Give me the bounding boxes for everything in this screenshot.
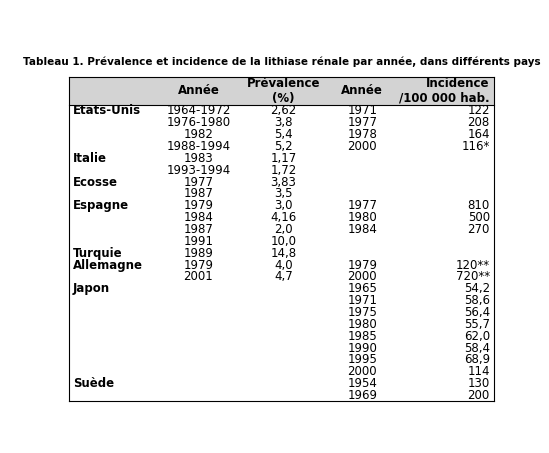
- Text: Année: Année: [341, 85, 383, 97]
- Text: Japon: Japon: [73, 282, 110, 295]
- Text: 1984: 1984: [183, 211, 214, 224]
- Text: 4,16: 4,16: [270, 211, 296, 224]
- Text: 1995: 1995: [348, 353, 377, 366]
- Text: 1987: 1987: [183, 223, 214, 236]
- Bar: [69, 77, 494, 105]
- Text: 1979: 1979: [183, 199, 214, 212]
- Text: 200: 200: [468, 389, 490, 402]
- Text: 1975: 1975: [348, 306, 377, 319]
- Text: 58,6: 58,6: [464, 294, 490, 307]
- Text: 1954: 1954: [348, 377, 377, 390]
- Text: 1993-1994: 1993-1994: [166, 164, 231, 177]
- Text: 1969: 1969: [347, 389, 377, 402]
- Text: 1965: 1965: [348, 282, 377, 295]
- Text: 1982: 1982: [183, 128, 214, 141]
- Text: 116*: 116*: [462, 140, 490, 153]
- Text: Tableau 1. Prévalence et incidence de la lithiase rénale par année, dans différe: Tableau 1. Prévalence et incidence de la…: [23, 56, 540, 67]
- Text: Incidence
/100 000 hab.: Incidence /100 000 hab.: [399, 77, 490, 105]
- Text: 720**: 720**: [456, 270, 490, 284]
- Text: 1971: 1971: [347, 294, 377, 307]
- Text: 62,0: 62,0: [464, 330, 490, 343]
- Text: 5,4: 5,4: [274, 128, 293, 141]
- Text: 56,4: 56,4: [464, 306, 490, 319]
- Text: 2000: 2000: [348, 270, 377, 284]
- Text: 3,0: 3,0: [274, 199, 293, 212]
- Text: 3,83: 3,83: [271, 175, 296, 188]
- Text: Suède: Suède: [73, 377, 114, 390]
- Text: 1978: 1978: [348, 128, 377, 141]
- Text: 14,8: 14,8: [271, 247, 296, 260]
- Text: 55,7: 55,7: [464, 318, 490, 331]
- Text: Année: Année: [177, 85, 220, 97]
- Text: 1980: 1980: [348, 211, 377, 224]
- Text: 208: 208: [468, 116, 490, 129]
- Text: 1977: 1977: [347, 116, 377, 129]
- Text: 3,5: 3,5: [274, 188, 293, 200]
- Text: 270: 270: [467, 223, 490, 236]
- Text: 4,0: 4,0: [274, 259, 293, 271]
- Text: 122: 122: [467, 104, 490, 117]
- Text: Turquie: Turquie: [73, 247, 122, 260]
- Text: 1983: 1983: [183, 152, 213, 165]
- Text: 1980: 1980: [348, 318, 377, 331]
- Text: Prévalence
(%): Prévalence (%): [247, 77, 320, 105]
- Text: 10,0: 10,0: [271, 235, 296, 248]
- Text: 164: 164: [467, 128, 490, 141]
- Text: Italie: Italie: [73, 152, 107, 165]
- Text: Espagne: Espagne: [73, 199, 129, 212]
- Text: Allemagne: Allemagne: [73, 259, 143, 271]
- Text: 1964-1972: 1964-1972: [166, 104, 231, 117]
- Text: 4,7: 4,7: [274, 270, 293, 284]
- Text: 2,62: 2,62: [270, 104, 296, 117]
- Text: 1979: 1979: [347, 259, 377, 271]
- Text: 68,9: 68,9: [464, 353, 490, 366]
- Text: 810: 810: [468, 199, 490, 212]
- Text: 1979: 1979: [183, 259, 214, 271]
- Text: Etats-Unis: Etats-Unis: [73, 104, 141, 117]
- Text: 2000: 2000: [348, 140, 377, 153]
- Text: 500: 500: [468, 211, 490, 224]
- Text: 2001: 2001: [183, 270, 213, 284]
- Text: 1989: 1989: [183, 247, 214, 260]
- Text: 2,0: 2,0: [274, 223, 293, 236]
- Text: 120**: 120**: [456, 259, 490, 271]
- Text: 1977: 1977: [347, 199, 377, 212]
- Text: 1990: 1990: [348, 342, 377, 355]
- Text: 1991: 1991: [183, 235, 214, 248]
- Text: 58,4: 58,4: [464, 342, 490, 355]
- Text: 1977: 1977: [183, 175, 214, 188]
- Text: 1,72: 1,72: [270, 164, 296, 177]
- Text: 114: 114: [467, 365, 490, 378]
- Text: 130: 130: [468, 377, 490, 390]
- Text: 1988-1994: 1988-1994: [166, 140, 231, 153]
- Text: 1985: 1985: [348, 330, 377, 343]
- Text: 3,8: 3,8: [274, 116, 293, 129]
- Text: 5,2: 5,2: [274, 140, 293, 153]
- Text: 54,2: 54,2: [464, 282, 490, 295]
- Text: 1,17: 1,17: [270, 152, 296, 165]
- Text: 2000: 2000: [348, 365, 377, 378]
- Text: 1976-1980: 1976-1980: [166, 116, 231, 129]
- Text: 1984: 1984: [348, 223, 377, 236]
- Text: 1971: 1971: [347, 104, 377, 117]
- Text: 1987: 1987: [183, 188, 214, 200]
- Text: Ecosse: Ecosse: [73, 175, 118, 188]
